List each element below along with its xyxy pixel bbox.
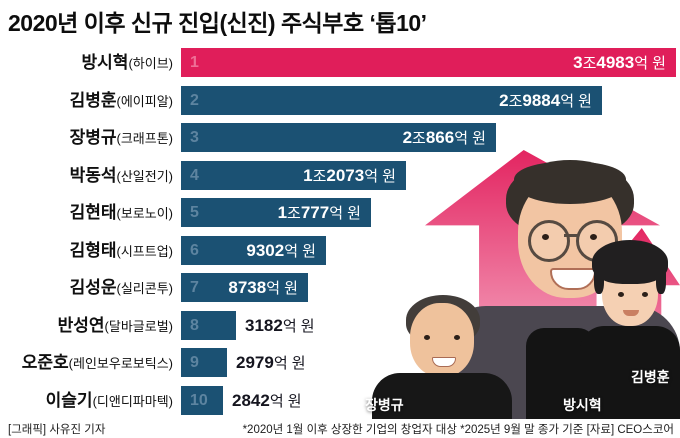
- value-bar: 3: [181, 123, 496, 152]
- chart-row: 방시혁(하이브) 1 3조4983억 원: [0, 48, 680, 77]
- row-name-label: 김형태(시프트업): [69, 241, 173, 260]
- chart-row: 박동석(산일전기) 4 1조2073억 원: [0, 161, 680, 190]
- value-bar: 9: [181, 348, 227, 377]
- chart-row: 김형태(시프트업) 6 9302억 원: [0, 236, 680, 265]
- row-name-label: 오준호(레인보우로보틱스): [21, 353, 173, 372]
- value-bar: 10: [181, 386, 223, 415]
- hair-side-shape: [656, 266, 666, 294]
- chart-row: 오준호(레인보우로보틱스) 9 2979억 원: [0, 348, 680, 377]
- eye-shape: [618, 292, 624, 297]
- credit-graphic-reporter: [그래픽] 사유진 기자: [8, 424, 106, 436]
- chart-row: 김현태(보로노이) 5 1조777억 원: [0, 198, 680, 227]
- chart-row: 이슬기(디앤디파마텍) 10 2842억 원: [0, 386, 680, 415]
- photo-caption-jang-byung-gyu: 장병규: [365, 397, 404, 413]
- glasses-icon: [528, 220, 570, 262]
- eye-shape: [542, 234, 549, 240]
- hair-fringe-shape: [514, 162, 626, 204]
- row-name-label: 장병규(크래프톤): [69, 128, 173, 147]
- row-name-label: 방시혁(하이브): [81, 53, 173, 72]
- source-note: *2020년 1월 이후 상장한 기업의 창업자 대상 *2025년 9월 말 …: [242, 424, 674, 436]
- chart-row: 김성운(실리콘투) 7 8738억 원: [0, 273, 680, 302]
- rank-number: 2: [190, 92, 199, 109]
- value-bar: 5: [181, 198, 371, 227]
- photo-montage: 장병규 방시혁 김병훈: [355, 145, 680, 419]
- rank-number: 1: [190, 54, 199, 71]
- value-label: 2842억 원: [232, 391, 302, 410]
- value-label: 9302억 원: [246, 241, 316, 260]
- page-title: 2020년 이후 신규 진입(신진) 주식부호 ‘톱10’: [8, 10, 427, 36]
- row-name-label: 반성연(달바글로벌): [57, 316, 173, 335]
- photo-caption-bang-si-hyuk: 방시혁: [563, 397, 602, 413]
- eye-shape: [590, 234, 597, 240]
- rank-number: 6: [190, 242, 199, 259]
- eye-shape: [642, 292, 648, 297]
- hair-shape: [592, 240, 668, 284]
- eye-shape: [424, 335, 430, 340]
- rank-number: 3: [190, 129, 199, 146]
- value-label: 1조777억 원: [277, 203, 361, 222]
- photo-person-kim-byung-hoon: [580, 240, 680, 419]
- value-bar: 6: [181, 236, 326, 265]
- value-label: 1조2073억 원: [303, 166, 396, 185]
- rank-number: 9: [190, 354, 199, 371]
- shirt-shape: [580, 326, 680, 419]
- value-label: 8738억 원: [228, 278, 298, 297]
- eye-shape: [454, 335, 460, 340]
- value-bar: 7: [181, 273, 308, 302]
- glasses-bridge: [564, 234, 578, 237]
- chart-row: 장병규(크래프톤) 3 2조866억 원: [0, 123, 680, 152]
- value-bar: 8: [181, 311, 236, 340]
- value-bar: 2: [181, 86, 602, 115]
- value-label: 3조4983억 원: [573, 53, 666, 72]
- photo-caption-kim-byung-hoon: 김병훈: [631, 369, 670, 385]
- photo-person-jang-byung-gyu: [372, 295, 512, 419]
- row-name-label: 김성운(실리콘투): [69, 278, 173, 297]
- shirt-shape: [372, 373, 512, 419]
- rank-number: 8: [190, 317, 199, 334]
- value-label: 2조866억 원: [402, 128, 486, 147]
- chart-row: 반성연(달바글로벌) 8 3182억 원: [0, 311, 680, 340]
- row-name-label: 김병훈(에이피알): [69, 91, 173, 110]
- value-label: 2조9884억 원: [499, 91, 592, 110]
- value-bar: 1: [181, 48, 676, 77]
- value-label: 3182억 원: [245, 316, 315, 335]
- rank-number: 10: [190, 392, 208, 409]
- row-name-label: 이슬기(디앤디파마텍): [45, 391, 173, 410]
- row-name-label: 박동석(산일전기): [69, 166, 173, 185]
- chart-row: 김병훈(에이피알) 2 2조9884억 원: [0, 86, 680, 115]
- rank-number: 5: [190, 204, 199, 221]
- rank-number: 4: [190, 167, 199, 184]
- mouth-shape: [623, 310, 639, 316]
- value-bar: 4: [181, 161, 406, 190]
- value-label: 2979억 원: [236, 353, 306, 372]
- hair-side-shape: [594, 266, 604, 294]
- rank-number: 7: [190, 279, 199, 296]
- row-name-label: 김현태(보로노이): [69, 203, 173, 222]
